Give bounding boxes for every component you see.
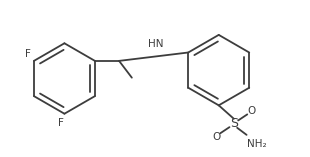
Text: O: O	[212, 132, 220, 141]
Text: NH₂: NH₂	[246, 139, 266, 149]
Text: F: F	[58, 118, 64, 128]
Text: F: F	[25, 49, 31, 59]
Text: S: S	[230, 117, 238, 130]
Text: O: O	[247, 106, 255, 116]
Text: HN: HN	[148, 39, 163, 49]
